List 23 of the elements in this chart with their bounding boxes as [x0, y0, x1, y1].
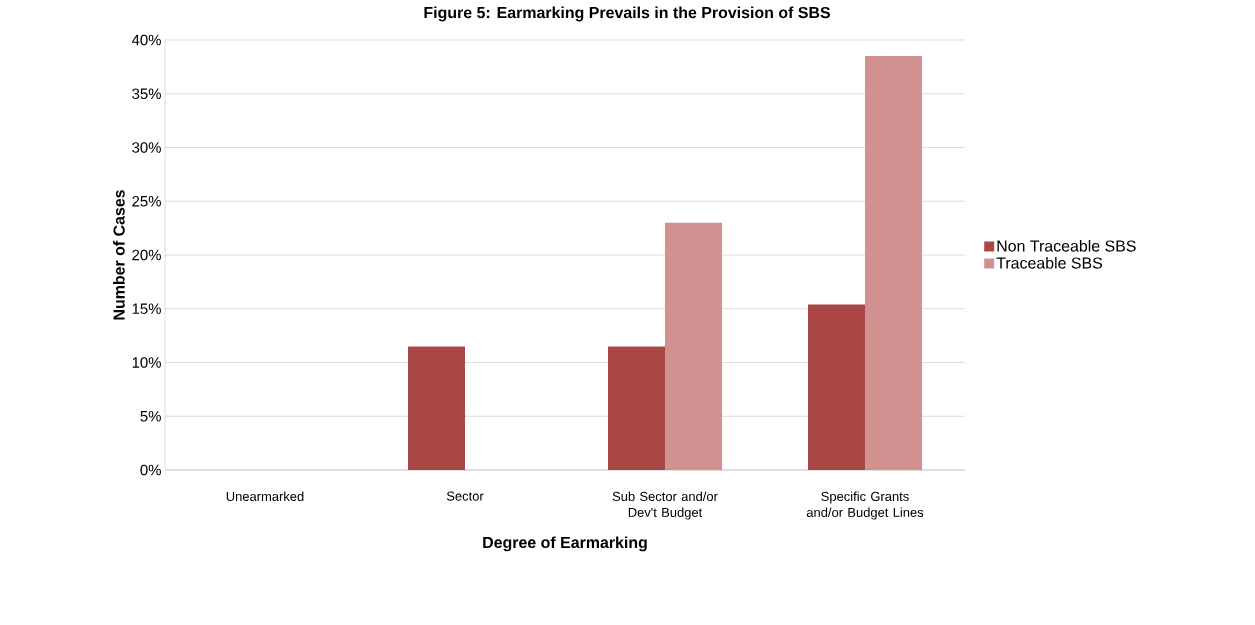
bar [665, 222, 723, 470]
y-tick-label: 40% [131, 34, 161, 46]
legend-label: Non Traceable SBS [997, 239, 1136, 252]
x-axis-title: Degree of Earmarking [483, 536, 647, 552]
y-tick-label: 5% [140, 411, 161, 422]
x-tick-label: Sub Sector and/or Dev't Budget [612, 491, 718, 520]
y-tick-label: 35% [132, 88, 161, 100]
chart-title: Figure 5: Earmarking Prevails in the Provision of SBS [424, 6, 830, 22]
x-tick-label: Specific Grants and/or Budget Lines [806, 491, 924, 520]
x-tick-label: Sector [446, 491, 484, 501]
bar [608, 346, 665, 470]
y-tick-label: 25% [132, 195, 161, 207]
bar [865, 56, 923, 470]
y-tick-label: 20% [132, 249, 161, 261]
y-axis-title: Number of Cases [113, 190, 125, 320]
y-tick-label: 15% [132, 303, 161, 314]
y-tick-label: 10% [132, 357, 161, 368]
legend-label: Traceable SBS [996, 256, 1103, 269]
bar [808, 304, 866, 470]
y-tick-label: 0% [140, 464, 161, 476]
x-tick-label: Unearmarked [226, 491, 304, 502]
bar [408, 346, 465, 470]
y-tick-label: 30% [132, 142, 161, 153]
